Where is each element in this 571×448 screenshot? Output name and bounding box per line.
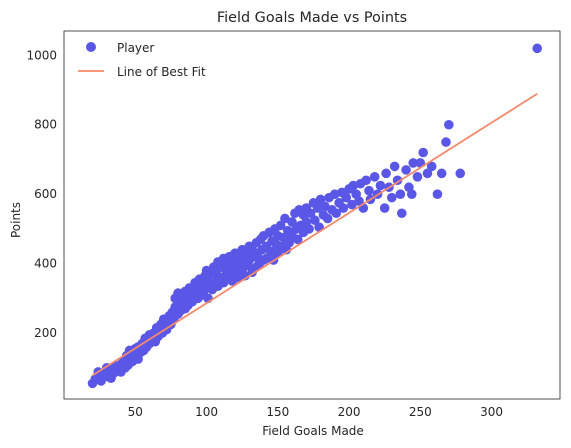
y-tick-label: 400 <box>34 257 57 271</box>
plot-area <box>87 43 542 389</box>
scatter-point <box>436 168 447 179</box>
scatter-point <box>364 185 374 196</box>
scatter-point <box>441 137 451 147</box>
x-tick-label: 100 <box>195 405 218 419</box>
legend-label-fit: Line of Best Fit <box>117 65 206 79</box>
x-tick-label: 200 <box>338 405 361 419</box>
legend: Player Line of Best Fit <box>78 41 206 79</box>
scatter-point <box>455 168 466 179</box>
scatter-point <box>347 199 357 210</box>
legend-marker-player <box>86 42 96 52</box>
x-tick-label: 150 <box>266 405 289 419</box>
x-axis: 50 100 150 200 250 300 <box>128 405 503 419</box>
scatter-point <box>375 180 386 191</box>
best-fit-line <box>92 93 538 377</box>
scatter-point <box>354 196 364 206</box>
scatter-point <box>396 208 407 219</box>
scatter-point <box>426 161 437 172</box>
scatter-point <box>315 194 326 205</box>
scatter-point <box>406 189 417 199</box>
scatter-point <box>275 220 286 231</box>
x-axis-label: Field Goals Made <box>262 424 364 438</box>
scatter-point <box>387 192 397 203</box>
scatter-point <box>304 224 314 234</box>
scatter-point <box>408 158 419 168</box>
y-tick-label: 1000 <box>26 48 57 62</box>
scatter-point <box>287 217 297 227</box>
scatter-point <box>292 234 303 245</box>
y-tick-label: 600 <box>34 187 57 201</box>
y-tick-label: 200 <box>34 326 57 340</box>
scatter-point <box>389 161 400 172</box>
scatter-point <box>532 43 542 54</box>
chart-title: Field Goals Made vs Points <box>217 10 407 26</box>
scatter-point <box>305 208 316 219</box>
scatter-point <box>401 165 411 175</box>
scatter-point <box>322 213 333 224</box>
scatter-point <box>412 172 423 182</box>
scatter-point <box>331 208 342 219</box>
scatter-point <box>361 175 371 186</box>
y-axis: 200 400 600 800 1000 <box>26 48 57 340</box>
legend-label-player: Player <box>117 41 154 55</box>
scatter-point <box>369 172 380 182</box>
scatter-point <box>395 189 406 199</box>
scatter-point <box>320 201 330 212</box>
scatter-point <box>422 168 433 179</box>
scatter-point <box>444 119 454 130</box>
axes-frame <box>63 30 561 400</box>
scatter-point <box>432 189 443 199</box>
scatter-point <box>280 213 290 224</box>
scatter-point <box>338 203 349 213</box>
scatter-point <box>341 192 352 203</box>
scatter-point <box>379 203 390 213</box>
x-tick-label: 300 <box>480 405 503 419</box>
scatter-point <box>310 215 320 226</box>
y-axis-label: Points <box>9 202 23 238</box>
y-tick-label: 800 <box>34 118 57 132</box>
scatter-point <box>418 147 428 158</box>
x-tick-label: 250 <box>409 405 432 419</box>
x-tick-label: 50 <box>128 405 143 419</box>
scatter-point <box>392 175 403 186</box>
scatter-point <box>381 168 391 179</box>
